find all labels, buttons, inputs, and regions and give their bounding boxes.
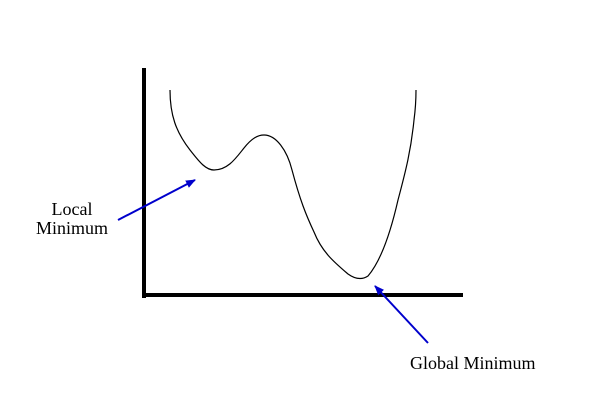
global-minimum-label: Global Minimum — [410, 353, 536, 373]
local-minimum-label: Local Minimum — [22, 200, 122, 238]
local-minimum-label-line1: Local — [51, 199, 93, 219]
local-minimum-label-line2: Minimum — [35, 218, 108, 238]
function-curve — [169, 89, 417, 280]
global-minimum-arrow — [374, 285, 429, 344]
local-minimum-arrow — [117, 179, 196, 221]
